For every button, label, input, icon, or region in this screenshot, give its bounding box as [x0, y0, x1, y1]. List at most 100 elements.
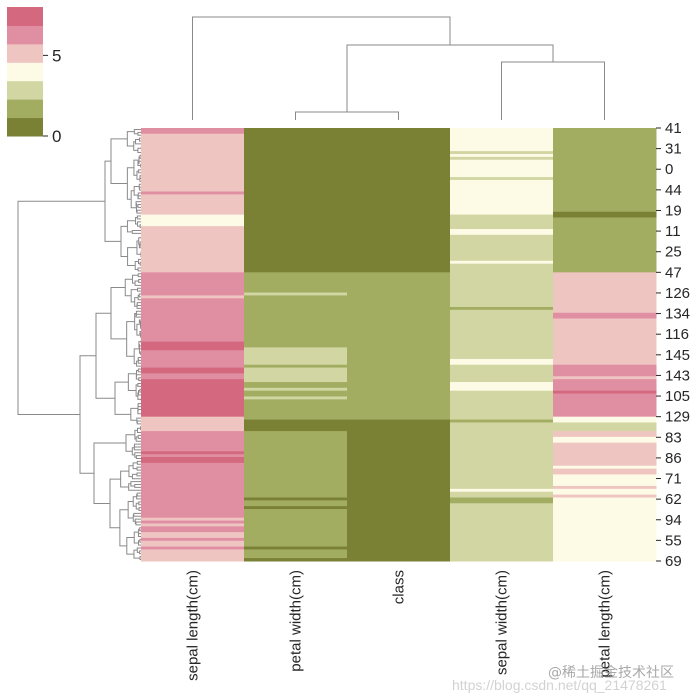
colorbar-band: [7, 80, 43, 100]
heatmap-cell-run: [141, 537, 245, 542]
heatmap-cell-run: [141, 517, 245, 522]
dendrogram-link: [192, 16, 451, 120]
heatmap-cell-run: [553, 376, 657, 380]
dendrogram-link: [138, 507, 141, 511]
heatmap-cell-run: [141, 520, 245, 524]
heatmap-cell-run: [450, 179, 554, 216]
row-tick-label: 25: [665, 244, 682, 261]
dendrogram-link: [131, 229, 141, 234]
heatmap-cell-run: [553, 379, 657, 392]
dendrogram-link: [126, 321, 135, 357]
heatmap-cell-run: [244, 390, 348, 397]
dendrogram-link: [137, 131, 141, 136]
heatmap-cell-run: [141, 549, 245, 562]
dendrogram-link: [104, 160, 121, 242]
dendrogram-link: [120, 225, 128, 258]
colorbar-band: [7, 62, 43, 82]
column-label: petal length(cm): [597, 570, 614, 678]
heatmap-cell-run: [450, 159, 554, 178]
dendrogram-link: [137, 368, 141, 373]
dendrogram-link: [95, 312, 115, 399]
heatmap-cell-run: [141, 532, 245, 539]
heatmap-cell-run: [141, 272, 245, 296]
column-labels: sepal length(cm) petal width(cm) class sepa…: [185, 570, 614, 681]
dendrogram-link: [137, 267, 141, 272]
dendrogram-link: [139, 550, 141, 555]
dendrogram-link: [139, 538, 141, 543]
dendrogram-link: [138, 279, 141, 283]
heatmap-cell-run: [244, 128, 348, 273]
heatmap-cell-run: [450, 491, 554, 498]
watermark-url: https://blog.csdn.net/qq_21478261: [452, 677, 667, 693]
heatmap-cell-run: [553, 422, 657, 432]
heatmap-cell-run: [450, 234, 554, 262]
heatmap-cell-run: [141, 214, 245, 227]
row-tick-labels: 41 31 0 44 19 11 25 47 126 134 116 145 143 105 129 83 86…: [656, 120, 690, 570]
heatmap-cell-run: [553, 390, 657, 395]
row-tick-label: 129: [665, 409, 690, 426]
dendrogram-link: [136, 302, 141, 307]
heatmap-cell-run: [450, 364, 554, 383]
heatmap-cell-run: [450, 177, 554, 181]
heatmap-cell-run: [244, 506, 348, 510]
heatmap-cell-run: [244, 364, 348, 369]
heatmap-cell-run: [553, 416, 657, 423]
colorbar-band: [7, 99, 43, 119]
dendrogram-link: [135, 455, 141, 460]
dendrogram-link: [137, 358, 141, 364]
row-tick-label: 47: [665, 264, 682, 281]
heatmap-cell-run: [141, 379, 245, 418]
row-tick-label: 62: [665, 491, 682, 508]
heatmap-cell-run: [244, 367, 348, 383]
heatmap-cell-run: [347, 272, 451, 421]
dendrogram-link: [137, 147, 142, 154]
heatmap-cell-run: [244, 497, 348, 501]
heatmap-cell-run: [141, 341, 245, 351]
colorbar-band: [7, 117, 43, 137]
heatmap-cell-run: [141, 462, 245, 519]
row-tick-label: 31: [665, 141, 682, 158]
heatmap-cell-run: [244, 509, 348, 548]
dendrogram-link: [120, 470, 129, 488]
heatmap-cell-run: [141, 431, 245, 452]
dendrogram-link: [136, 420, 141, 425]
heatmap-cell-run: [553, 468, 657, 475]
column-label: petal width(cm): [288, 570, 305, 672]
heatmap-cell-run: [553, 272, 657, 314]
heatmap-cell-run: [450, 390, 554, 421]
heatmap-cell-run: [450, 422, 554, 490]
heatmap-cell-run: [450, 151, 554, 155]
row-tick-label: 19: [665, 202, 682, 219]
row-tick-label: 105: [665, 388, 690, 405]
heatmap-cell-run: [244, 419, 348, 432]
dendrogram-link: [134, 452, 141, 458]
dendrogram-link: [138, 293, 141, 298]
heatmap-cell-run: [450, 153, 554, 158]
dendrogram-link: [133, 443, 141, 448]
heatmap-cell-run: [141, 295, 245, 299]
row-tick-label: 134: [665, 306, 690, 323]
heatmap-cell-run: [141, 191, 245, 195]
row-tick-label: 69: [665, 553, 682, 570]
dendrogram-link: [136, 472, 141, 477]
dendrogram-link: [126, 537, 135, 555]
dendrogram-link: [135, 521, 141, 526]
watermark-brand: @稀土掘金技术社区: [548, 665, 674, 681]
heatmap-cell-run: [244, 431, 348, 498]
dendrogram-link: [126, 167, 134, 200]
row-tick-label: 71: [665, 471, 682, 488]
heatmap-cell-run: [141, 454, 245, 458]
heatmap-cell-run: [141, 350, 245, 369]
dendrogram-link: [137, 382, 141, 387]
dendrogram-link: [137, 192, 141, 198]
dendrogram-link: [136, 287, 141, 292]
row-tick-label: 11: [665, 223, 681, 240]
heatmap-cell-run: [450, 488, 554, 493]
dendrogram-link: [110, 286, 127, 340]
dendrogram-link: [139, 154, 141, 159]
colorbar-band: [7, 25, 43, 45]
column-label: sepal width(cm): [494, 570, 511, 675]
row-dendrogram: [17, 128, 142, 561]
heatmap-cell-run: [450, 229, 554, 236]
